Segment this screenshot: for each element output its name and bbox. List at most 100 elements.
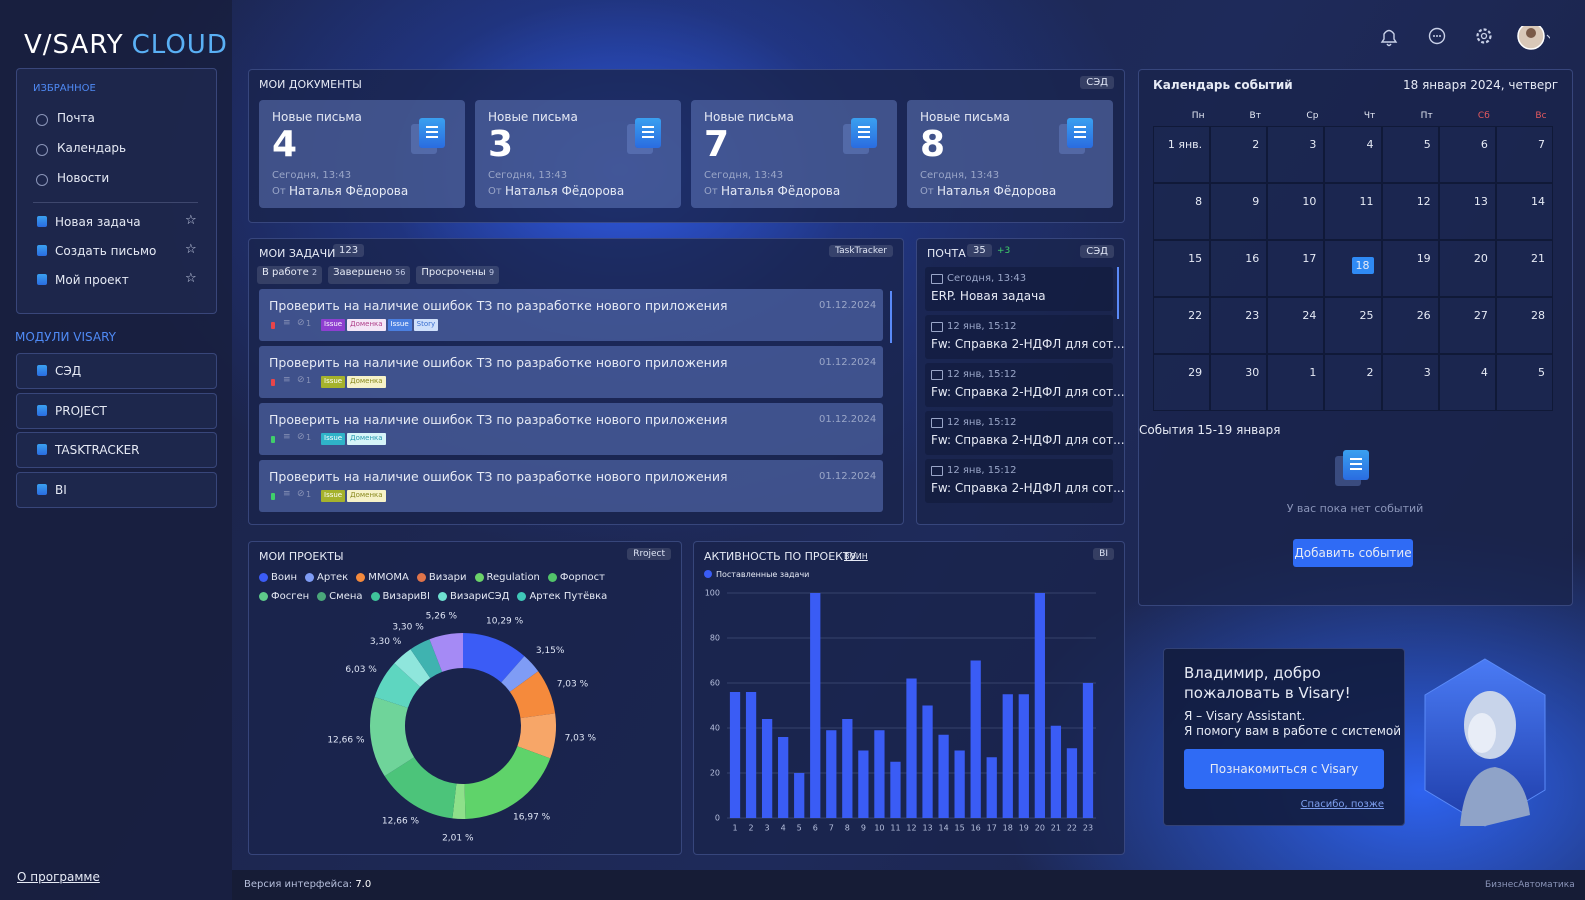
- x-tick-label: 19: [1019, 824, 1029, 833]
- tab[interactable]: Завершено 56: [328, 266, 411, 284]
- day-cell[interactable]: [1381, 240, 1439, 297]
- day-cell[interactable]: [1210, 297, 1268, 354]
- nav-item[interactable]: Почта: [57, 111, 95, 125]
- day-cell[interactable]: [1210, 354, 1268, 411]
- favorite-star: ☆: [185, 271, 197, 286]
- day-cell[interactable]: [1324, 354, 1382, 411]
- doc-line: [426, 126, 438, 128]
- bar: [890, 761, 901, 818]
- day-cell[interactable]: [1381, 183, 1439, 240]
- day-number: 20: [1473, 252, 1488, 265]
- logo-text: V/SARY: [24, 30, 124, 60]
- day-cell[interactable]: [1495, 183, 1553, 240]
- doc-line: [1350, 468, 1362, 470]
- day-cell[interactable]: [1495, 354, 1553, 411]
- day-cell[interactable]: [1267, 240, 1325, 297]
- x-tick-label: 20: [1035, 824, 1045, 833]
- assistant-button[interactable]: Познакомиться с Visary: [1184, 749, 1384, 789]
- module-button[interactable]: BI: [16, 471, 217, 508]
- bar: [1050, 725, 1062, 818]
- task-item[interactable]: Проверить на наличие ошибок ТЗ по разраб…: [259, 346, 883, 398]
- document-card[interactable]: Новые письма 4 Сегодня, 13:43 От Наталья Фёд…: [259, 100, 465, 208]
- day-cell[interactable]: [1495, 126, 1553, 183]
- nav-item[interactable]: Новая задача: [55, 215, 141, 229]
- day-cell[interactable]: [1153, 183, 1211, 240]
- tab[interactable]: В работе 2: [257, 266, 323, 284]
- module-button[interactable]: СЭД: [16, 353, 217, 389]
- day-cell[interactable]: [1267, 354, 1325, 411]
- day-number: 4: [1366, 138, 1374, 151]
- day-cell[interactable]: [1267, 297, 1325, 354]
- doc-icon: [1067, 118, 1093, 148]
- document-card[interactable]: Новые письма 3 Сегодня, 13:43 От Наталья Фёд…: [475, 100, 681, 208]
- card-from: Наталья Фёдорова: [289, 184, 409, 198]
- weekday: Пт: [1420, 111, 1433, 121]
- day-cell[interactable]: [1324, 126, 1382, 183]
- day-cell[interactable]: [1438, 183, 1496, 240]
- nav-item[interactable]: Создать письмо: [55, 244, 157, 258]
- day-cell[interactable]: [1153, 354, 1211, 411]
- nav-icon: [36, 144, 48, 156]
- day-cell[interactable]: [1495, 297, 1553, 354]
- day-cell[interactable]: [1210, 240, 1268, 297]
- day-cell[interactable]: [1438, 126, 1496, 183]
- day-cell[interactable]: [1438, 240, 1496, 297]
- dropdown[interactable]: ВОИН: [844, 552, 868, 561]
- day-cell[interactable]: [1153, 240, 1211, 297]
- doc-line: [642, 131, 654, 133]
- mail-item[interactable]: 12 янв, 15:12 Fw: Справка 2-НДФЛ для сот.…: [925, 411, 1125, 455]
- day-cell[interactable]: [1381, 297, 1439, 354]
- weekday: Ср: [1306, 111, 1319, 121]
- document-card[interactable]: Новые письма 7 Сегодня, 13:43 От Наталья Фёд…: [691, 100, 897, 208]
- day-cell[interactable]: [1495, 240, 1553, 297]
- about-link[interactable]: О программе: [17, 870, 100, 884]
- events-empty: У вас пока нет событий: [1286, 502, 1424, 515]
- task-item[interactable]: Проверить на наличие ошибок ТЗ по разраб…: [259, 460, 883, 512]
- calendar-title: Календарь событий: [1153, 78, 1293, 92]
- day-cell[interactable]: [1438, 354, 1496, 411]
- card-from-label: От: [272, 186, 286, 197]
- add-event-button[interactable]: Добавить событие: [1293, 539, 1413, 567]
- day-cell[interactable]: [1381, 354, 1439, 411]
- list-icon: ≡: [283, 318, 291, 328]
- card-count: 3: [488, 124, 514, 165]
- x-tick-label: 23: [1083, 824, 1093, 833]
- legend-item: Фосген: [259, 589, 309, 605]
- priority-icon: [271, 322, 275, 329]
- nav-item[interactable]: Мой проект: [55, 273, 129, 287]
- tab[interactable]: Просрочены 9: [416, 266, 500, 284]
- tag: Issue: [321, 376, 346, 388]
- day-cell[interactable]: [1381, 126, 1439, 183]
- day-cell[interactable]: [1267, 126, 1325, 183]
- legend-item: Воин: [259, 570, 297, 586]
- mail-item[interactable]: 12 янв, 15:12 Fw: Справка 2-НДФЛ для сот.…: [925, 459, 1125, 503]
- mail-subject: Fw: Справка 2-НДФЛ для сот...: [931, 481, 1125, 495]
- nav-item[interactable]: Календарь: [57, 141, 127, 155]
- header-icons: [1380, 26, 1550, 50]
- day-cell[interactable]: [1324, 183, 1382, 240]
- assistant-later[interactable]: Спасибо, позже: [1300, 799, 1384, 810]
- day-cell[interactable]: [1438, 297, 1496, 354]
- day-cell[interactable]: [1324, 297, 1382, 354]
- nav-item[interactable]: Новости: [57, 171, 110, 185]
- module-button[interactable]: TASKTRACKER: [16, 432, 217, 468]
- day-number: 5: [1537, 366, 1545, 379]
- day-cell[interactable]: [1210, 183, 1268, 240]
- day-cell[interactable]: [1153, 297, 1211, 354]
- mail-time: Сегодня, 13:43: [947, 273, 1027, 284]
- day-cell[interactable]: [1153, 126, 1211, 183]
- mail-item[interactable]: Сегодня, 13:43 ERP. Новая задача: [925, 267, 1113, 311]
- task-item[interactable]: Проверить на наличие ошибок ТЗ по разраб…: [259, 403, 883, 455]
- task-item[interactable]: Проверить на наличие ошибок ТЗ по разраб…: [259, 289, 883, 341]
- day-cell[interactable]: [1210, 126, 1268, 183]
- card-title: Новые письма: [488, 110, 578, 124]
- mail-item[interactable]: 12 янв, 15:12 Fw: Справка 2-НДФЛ для сот.…: [925, 363, 1125, 407]
- mail-item[interactable]: 12 янв, 15:12 Fw: Справка 2-НДФЛ для сот.…: [925, 315, 1125, 359]
- module-button[interactable]: PROJECT: [16, 392, 217, 429]
- day-number: 12: [1416, 195, 1431, 208]
- panel-title: МОИ ДОКУМЕНТЫ: [259, 78, 362, 91]
- favorite-star: ☆: [185, 213, 197, 228]
- day-cell[interactable]: [1267, 183, 1325, 240]
- document-card[interactable]: Новые письма 8 Сегодня, 13:43 От Наталья Фёд…: [907, 100, 1113, 208]
